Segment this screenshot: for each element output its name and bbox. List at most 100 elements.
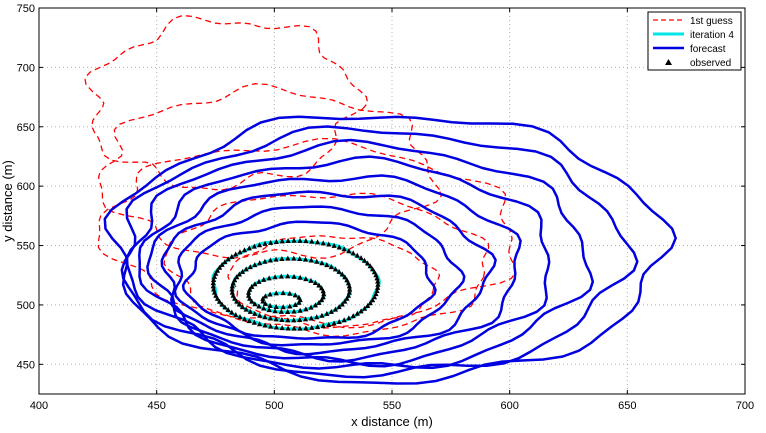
observed-marker	[332, 306, 339, 312]
y-tick-label: 500	[17, 300, 35, 312]
observed-marker	[314, 314, 320, 320]
observed-marker	[273, 238, 279, 244]
observed-marker	[371, 294, 378, 300]
observed-marker	[252, 262, 258, 268]
observed-marker	[314, 324, 321, 330]
forecast-contour	[138, 155, 551, 368]
observed-marker	[222, 304, 228, 310]
observed-marker	[214, 295, 221, 301]
y-tick-label: 600	[17, 181, 35, 193]
x-tick-labels: 400 450 500 550 600 650 700	[30, 400, 754, 412]
observed-marker	[297, 325, 303, 331]
observed-marker	[297, 237, 303, 243]
observed-marker	[321, 291, 327, 297]
y-axis-label: y distance (m)	[0, 160, 15, 242]
observed-marker	[328, 308, 334, 314]
observed-marker	[262, 300, 268, 306]
observed-marker	[319, 312, 325, 318]
1st-guess-contour	[84, 14, 369, 191]
observed-marker	[332, 266, 339, 272]
observed-marker	[303, 306, 309, 312]
observed-marker	[308, 315, 314, 321]
observed-marker	[267, 302, 273, 308]
observed-marker	[280, 304, 286, 310]
legend: 1st guess iteration 4 forecast observed	[647, 11, 742, 71]
observed-marker	[292, 301, 298, 307]
observed-marker	[273, 256, 279, 262]
observed-marker	[373, 291, 379, 297]
observed-marker	[358, 255, 364, 261]
observed-marker	[237, 314, 243, 320]
observed-marker	[234, 298, 240, 304]
observed-marker	[230, 280, 236, 286]
forecast-contour	[125, 138, 595, 370]
observed-marker	[369, 266, 376, 272]
observed-marker	[229, 289, 235, 295]
observed-marker	[229, 309, 235, 315]
observed-marker	[236, 301, 242, 307]
observed-marker	[350, 313, 356, 319]
observed-marker	[251, 319, 257, 325]
observed-marker	[241, 247, 248, 253]
observed-marker	[287, 290, 293, 296]
observed-marker	[292, 292, 298, 298]
observed-marker	[249, 283, 255, 289]
observed-marker	[219, 261, 225, 267]
legend-box	[647, 11, 742, 71]
forecast-contour	[181, 220, 437, 340]
observed-marker	[345, 292, 352, 298]
legend-label-observed: observed	[690, 58, 731, 69]
observed-marker	[291, 317, 297, 323]
observed-marker	[346, 289, 352, 295]
observed-marker	[314, 239, 321, 245]
observed-marker	[267, 257, 273, 263]
observed-marker	[344, 295, 350, 301]
1st-guess-contour	[97, 137, 517, 329]
observed-marker	[214, 267, 221, 273]
observed-marker	[369, 297, 376, 303]
observed-marker	[342, 274, 348, 280]
observed-marker	[229, 286, 235, 292]
observed-marker	[273, 304, 279, 310]
observed-marker	[243, 266, 249, 272]
observed-marker	[225, 307, 231, 313]
observed-marker	[262, 240, 268, 246]
observed-marker	[232, 295, 238, 301]
x-tick-label: 600	[500, 400, 518, 412]
y-tick-label: 550	[17, 241, 35, 253]
observed-marker	[211, 273, 218, 279]
y-tick-label: 700	[17, 62, 35, 74]
observed-marker	[246, 245, 252, 251]
observed-marker	[216, 264, 223, 270]
observed-marker	[302, 256, 309, 262]
tick-marks	[38, 7, 746, 394]
observed-marker	[247, 264, 253, 270]
observed-marker	[285, 309, 291, 315]
observed-marker	[303, 325, 309, 331]
observed-marker	[229, 253, 235, 259]
observed-marker	[262, 322, 268, 328]
observed-marker	[211, 286, 217, 292]
observed-marker	[246, 318, 252, 324]
observed-marker	[364, 260, 371, 266]
observed-marker	[296, 299, 302, 305]
1st-guess-contour	[163, 192, 490, 338]
observed-marker	[256, 242, 263, 248]
x-tick-label: 450	[147, 400, 165, 412]
observed-marker	[278, 273, 284, 279]
observed-marker	[252, 281, 258, 287]
observed-marker	[296, 294, 302, 300]
observed-marker	[268, 239, 274, 245]
x-tick-label: 400	[30, 400, 48, 412]
observed-marker	[280, 290, 286, 296]
observed-marker	[237, 249, 243, 255]
observed-marker	[216, 298, 223, 304]
observed-marker	[273, 290, 279, 296]
observed-marker	[328, 264, 334, 270]
observed-marker	[287, 303, 293, 309]
observed-marker	[262, 314, 268, 320]
observed-marker	[268, 323, 274, 329]
observed-marker	[336, 304, 342, 310]
observed-marker	[247, 308, 253, 314]
observed-marker	[273, 324, 279, 330]
